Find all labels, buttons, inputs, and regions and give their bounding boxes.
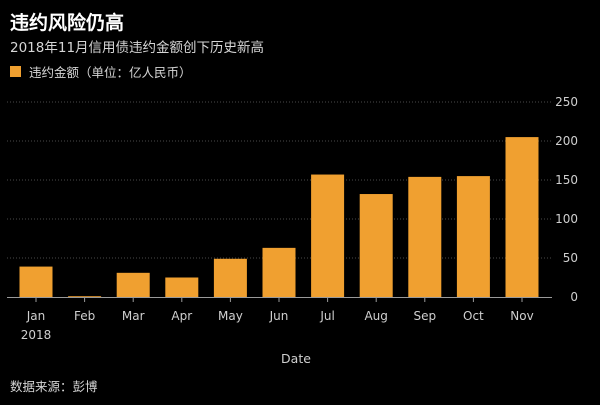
chart-title: 违约风险仍高: [10, 12, 125, 34]
bar: [165, 277, 199, 297]
x-tick-label: Feb: [74, 309, 95, 323]
x-tick-label: Nov: [510, 309, 533, 323]
x-tick-label: Apr: [171, 309, 192, 323]
bar: [359, 194, 393, 297]
bar: [456, 176, 490, 297]
y-tick-label: 200: [555, 134, 578, 148]
y-tick-label: 50: [563, 251, 578, 265]
x-tick-label: Aug: [364, 309, 387, 323]
chart-subtitle: 2018年11月信用债违约金额创下历史新高: [10, 40, 265, 56]
bar: [262, 247, 296, 297]
x-tick-label: Oct: [463, 309, 484, 323]
x-year-label: 2018: [21, 328, 52, 342]
x-tick-label: Sep: [413, 309, 436, 323]
source-note: 数据来源：彭博: [10, 379, 98, 394]
x-axis-title: Date: [281, 351, 311, 366]
x-tick-label: May: [218, 309, 243, 323]
y-tick-label: 0: [570, 290, 578, 304]
x-tick-label: Mar: [122, 309, 145, 323]
legend-swatch: [10, 66, 21, 77]
y-tick-label: 250: [555, 95, 578, 109]
x-tick-label: Jun: [269, 309, 289, 323]
bar: [213, 258, 247, 297]
bar: [311, 174, 345, 297]
bar: [408, 176, 442, 297]
bar: [19, 266, 53, 297]
y-tick-label: 150: [555, 173, 578, 187]
y-tick-label: 100: [555, 212, 578, 226]
bar: [505, 137, 539, 297]
bar: [116, 272, 150, 297]
chart-legend: 违约金额（单位：亿人民币）: [10, 62, 192, 81]
x-tick-label: Jul: [319, 309, 334, 323]
legend-label: 违约金额（单位：亿人民币）: [29, 65, 192, 80]
bar: [68, 296, 102, 298]
x-tick-label: Jan: [26, 309, 46, 323]
